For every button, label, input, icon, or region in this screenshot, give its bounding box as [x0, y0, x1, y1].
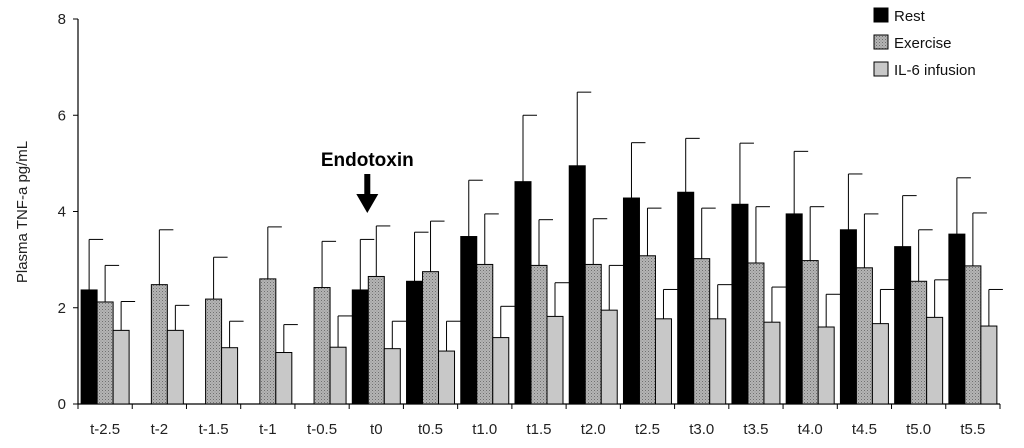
y-axis-label: Plasma TNF-a pg/mL	[14, 141, 31, 283]
plot-area: 0 2 4 6 8 t-2.5 t-2 t-1.5 t-1 t-0.5 t0 t0.5 t1.0 t1.5…	[58, 11, 1003, 438]
bar-il-6-infusion	[654, 318, 672, 405]
bar-rest	[785, 213, 803, 405]
bar-il-6-infusion	[383, 348, 401, 405]
bar-exercise	[693, 258, 711, 405]
endotoxin-annotation: Endotoxin	[321, 150, 414, 213]
x-tick-label: t0.5	[418, 421, 443, 438]
y-tick-label: 0	[58, 396, 66, 413]
x-tick-label: t5.0	[906, 421, 931, 438]
bar-il-6-infusion	[926, 316, 944, 405]
x-tick-label: t2.5	[635, 421, 660, 438]
x-tick-label: t2.0	[581, 421, 606, 438]
bar-il-6-infusion	[871, 323, 889, 405]
legend-label: IL-6 infusion	[894, 62, 976, 79]
x-tick-label: t4.0	[798, 421, 823, 438]
bar-exercise	[313, 287, 331, 405]
endotoxin-label: Endotoxin	[321, 150, 414, 171]
y-tick-label: 4	[58, 204, 66, 221]
bar-exercise	[855, 267, 873, 405]
bar-exercise	[747, 262, 765, 405]
bar-il-6-infusion	[492, 337, 510, 405]
bar-il-6-infusion	[438, 350, 456, 405]
bar-exercise	[530, 264, 548, 405]
bar-rest	[894, 246, 912, 405]
bar-rest	[460, 236, 478, 405]
bar-il-6-infusion	[546, 315, 564, 405]
legend-label: Exercise	[894, 35, 952, 52]
bar-rest	[948, 233, 966, 405]
bar-exercise	[205, 298, 223, 405]
bar-il-6-infusion	[600, 309, 618, 405]
bar-exercise	[150, 284, 168, 405]
bar-exercise	[422, 271, 440, 405]
bar-il-6-infusion	[221, 347, 239, 405]
bar-rest	[351, 289, 369, 405]
legend-swatch	[873, 61, 889, 77]
bar-il-6-infusion	[709, 318, 727, 405]
bar-il-6-infusion	[763, 321, 781, 405]
bar-exercise	[96, 301, 114, 405]
bar-exercise	[801, 260, 819, 405]
bar-exercise	[964, 265, 982, 405]
bar-exercise	[367, 275, 385, 405]
legend-swatch	[873, 7, 889, 23]
x-tick-label: t-0.5	[307, 421, 337, 438]
bar-rest	[568, 165, 586, 405]
bar-exercise	[638, 255, 656, 405]
bar-il-6-infusion	[329, 346, 347, 405]
bar-rest	[514, 181, 532, 405]
x-tick-label: t0	[370, 421, 383, 438]
bar-il-6-infusion	[980, 325, 998, 405]
x-tick-label: t1.0	[472, 421, 497, 438]
x-tick-label: t3.5	[743, 421, 768, 438]
x-tick-label: t-2	[151, 421, 169, 438]
x-tick-label: t-1.5	[199, 421, 229, 438]
bar-rest	[80, 289, 98, 405]
legend: Rest Exercise IL-6 infusion	[873, 7, 976, 79]
x-tick-label: t-2.5	[90, 421, 120, 438]
bar-exercise	[910, 280, 928, 405]
y-tick-label: 2	[58, 300, 66, 317]
bar-il-6-infusion	[817, 326, 835, 405]
bar-exercise	[584, 263, 602, 405]
bar-rest	[677, 191, 695, 405]
y-tick-label: 6	[58, 107, 66, 124]
down-arrow-icon	[356, 174, 379, 213]
legend-label: Rest	[894, 8, 926, 25]
y-tick-label: 8	[58, 11, 66, 28]
bar-il-6-infusion	[166, 329, 184, 405]
bar-rest	[622, 197, 640, 405]
bar-rest	[839, 229, 857, 405]
bar-exercise	[259, 278, 277, 405]
x-tick-label: t5.5	[960, 421, 985, 438]
bar-il-6-infusion	[275, 352, 293, 405]
bar-il-6-infusion	[112, 329, 130, 405]
bar-rest	[731, 203, 749, 405]
bar-exercise	[476, 263, 494, 405]
x-tick-label: t1.5	[526, 421, 551, 438]
bar-rest	[406, 280, 424, 405]
legend-swatch	[873, 34, 889, 50]
x-tick-label: t4.5	[852, 421, 877, 438]
x-tick-label: t3.0	[689, 421, 714, 438]
x-tick-label: t-1	[259, 421, 277, 438]
